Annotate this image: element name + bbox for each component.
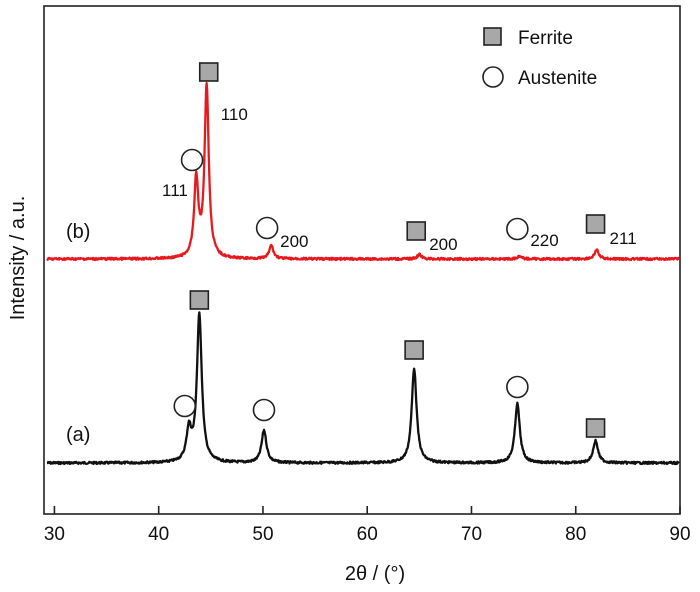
ferrite-marker-icon (189, 290, 210, 310)
ferrite-marker-icon (585, 418, 606, 438)
legend-ferrite-icon (483, 27, 502, 46)
series-trace-a (46, 311, 680, 466)
x-tick-label: 80 (565, 524, 586, 545)
x-tick-label: 40 (148, 524, 169, 545)
legend-austenite-label: Austenite (518, 68, 597, 89)
plot-frame (43, 5, 681, 515)
austenite-marker-icon (506, 217, 529, 241)
ferrite-marker-icon (406, 221, 427, 241)
austenite-marker-icon (252, 398, 276, 422)
x-tick-label: 50 (252, 524, 273, 545)
x-axis-title: 2θ / (°) (345, 563, 405, 585)
x-tick-label: 90 (669, 524, 690, 545)
ferrite-marker-icon (198, 62, 219, 82)
hkl-label: 211 (610, 229, 637, 248)
austenite-marker-icon (180, 148, 204, 172)
x-tick-label: 30 (44, 524, 65, 545)
hkl-label: 110 (221, 105, 248, 124)
hkl-label: 220 (530, 231, 558, 250)
y-axis-title: Intensity / a.u. (7, 196, 29, 321)
hkl-label: 200 (280, 232, 308, 251)
x-tick-label: 60 (357, 524, 378, 545)
hkl-label: 200 (429, 235, 457, 254)
austenite-marker-icon (255, 216, 279, 240)
legend-ferrite-label: Ferrite (518, 28, 573, 49)
ferrite-marker-icon (585, 214, 606, 234)
legend: Ferrite Austenite (482, 27, 597, 89)
austenite-marker-icon (506, 375, 529, 399)
legend-austenite-icon (482, 66, 504, 88)
series-label-a: (a) (66, 424, 90, 446)
series-trace-b (46, 81, 681, 262)
series-label-b: (b) (66, 221, 90, 243)
ferrite-marker-icon (404, 340, 424, 360)
x-tick-label: 70 (461, 524, 482, 545)
hkl-label: 111 (162, 181, 188, 200)
austenite-marker-icon (173, 394, 197, 418)
